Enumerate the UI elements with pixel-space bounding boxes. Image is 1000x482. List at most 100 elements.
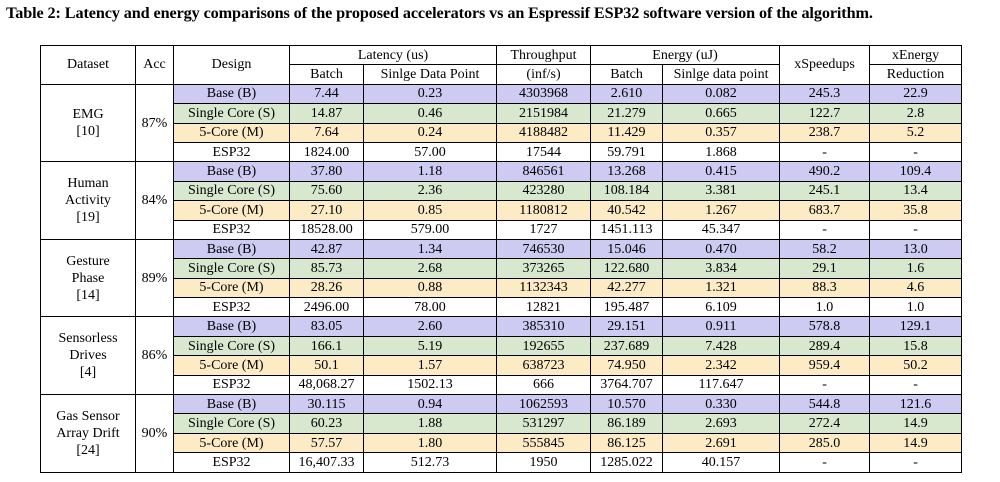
value-cell-energy-red: 15.8 <box>869 335 963 357</box>
value-cell-throughput: 385310 <box>496 316 592 337</box>
value-cell-en-single: 0.330 <box>662 394 781 415</box>
dataset-name-line: [24] <box>76 442 100 458</box>
value-cell-lat-single: 0.85 <box>362 200 498 221</box>
table-row: Single Core (S) 75.60 2.36 423280 108.184 3.3… <box>41 180 963 202</box>
accuracy-cell: 86% <box>135 316 174 396</box>
value-cell-lat-batch: 85.73 <box>289 258 364 279</box>
value-cell-lat-single: 5.19 <box>362 335 498 357</box>
value-cell-lat-batch: 2496.00 <box>289 297 364 318</box>
table-row: ESP32 2496.00 78.00 12821 195.487 6.109 1.0 1.0 <box>41 297 963 318</box>
value-cell-lat-single: 0.23 <box>362 83 498 105</box>
value-cell-throughput: 12821 <box>496 297 592 318</box>
value-cell-throughput: 846561 <box>496 161 592 182</box>
header-latency: Latency (us) <box>288 44 498 66</box>
value-cell-en-batch: 1451.113 <box>590 219 664 240</box>
dataset-name-line: Sensorless <box>58 331 118 347</box>
header-xenergy-reduction: Reduction <box>869 64 963 85</box>
value-cell-en-batch: 42.277 <box>590 277 664 299</box>
dataset-name-line: Gas Sensor <box>56 408 120 424</box>
value-cell-speedup: - <box>779 374 871 396</box>
value-cell-energy-red: 5.2 <box>869 122 963 143</box>
table-row: ESP32 1824.00 57.00 17544 59.791 1.868- - <box>41 141 963 163</box>
value-cell-en-batch: 10.570 <box>590 394 664 415</box>
value-cell-lat-batch: 48,068.27 <box>289 374 364 396</box>
design-cell: 5-Core (M) <box>173 200 290 221</box>
value-cell-energy-red: 1.6 <box>869 258 963 279</box>
value-cell-en-single: 6.109 <box>662 297 781 318</box>
value-cell-throughput: 423280 <box>496 180 592 202</box>
value-cell-speedup: 88.3 <box>779 277 871 299</box>
value-cell-speedup: 1.0 <box>779 297 871 318</box>
value-cell-lat-batch: 28.26 <box>289 277 364 299</box>
value-cell-throughput: 373265 <box>496 258 592 279</box>
value-cell-throughput: 666 <box>496 374 592 396</box>
value-cell-en-batch: 74.950 <box>590 355 664 376</box>
value-cell-en-batch: 86.189 <box>590 413 664 434</box>
value-cell-throughput: 1132343 <box>496 277 592 299</box>
value-cell-lat-single: 1.88 <box>362 413 498 434</box>
value-cell-energy-red: 14.9 <box>869 432 963 454</box>
dataset-name-line: Phase <box>71 270 105 286</box>
value-cell-speedup: 683.7 <box>779 200 871 221</box>
value-cell-en-single: 3.834 <box>662 258 781 279</box>
value-cell-energy-red: 14.9 <box>869 413 963 434</box>
value-cell-en-single: 1.321 <box>662 277 781 299</box>
dataset-name-line: [19] <box>76 210 100 226</box>
value-cell-lat-batch: 60.23 <box>289 413 364 434</box>
table-row: ESP32 48,068.27 1502.13 666 3764.707 117.647-… <box>41 374 963 396</box>
header-xenergy: xEnergy <box>869 44 963 66</box>
value-cell-lat-single: 1.34 <box>362 238 498 260</box>
value-cell-en-single: 0.665 <box>662 103 781 124</box>
value-cell-lat-batch: 7.44 <box>289 83 364 105</box>
table-row: Human Activity [19] 84% Base (B) 37.80 1.18 846… <box>40 161 963 240</box>
value-cell-energy-red: - <box>869 374 963 396</box>
value-cell-en-batch: 122.680 <box>590 258 664 279</box>
value-cell-lat-batch: 14.87 <box>289 103 364 124</box>
design-cell: Base (B) <box>173 316 290 337</box>
value-cell-throughput: 1727 <box>496 219 592 240</box>
value-cell-en-batch: 29.151 <box>590 316 664 337</box>
value-cell-lat-batch: 57.57 <box>289 432 364 454</box>
accuracy-cell: 90% <box>135 394 174 473</box>
header-latency-single: Sinlge Data Point <box>362 64 498 85</box>
value-cell-energy-red: - <box>869 452 963 473</box>
value-cell-lat-batch: 27.10 <box>289 200 364 221</box>
table-row: 5-Core (M) 57.57 1.80 555845 86.125 2.691 285.… <box>41 432 963 454</box>
design-cell: ESP32 <box>173 141 290 163</box>
dataset-name-line: Gesture <box>66 253 110 269</box>
value-cell-lat-single: 0.94 <box>362 394 498 415</box>
header-energy-single: Sinlge data point <box>662 64 781 85</box>
value-cell-en-batch: 3764.707 <box>590 374 664 396</box>
table-row: Single Core (S) 60.23 1.88 531297 86.189 2.69… <box>41 413 963 434</box>
value-cell-speedup: 578.8 <box>779 316 871 337</box>
value-cell-energy-red: 4.6 <box>869 277 963 299</box>
design-cell: Base (B) <box>173 83 290 105</box>
value-cell-energy-red: 50.2 <box>869 355 963 376</box>
value-cell-en-batch: 15.046 <box>590 238 664 260</box>
value-cell-lat-batch: 7.64 <box>289 122 364 143</box>
value-cell-en-single: 2.342 <box>662 355 781 376</box>
table-row: ESP32 18528.00 579.00 1727 1451.113 45.347- - <box>41 219 963 240</box>
table-row: 5-Core (M) 50.1 1.57 638723 74.950 2.342 959.4… <box>41 355 963 376</box>
dataset-name: EMG [10] <box>40 83 136 163</box>
value-cell-en-single: 40.157 <box>662 452 781 473</box>
value-cell-speedup: - <box>779 219 871 240</box>
value-cell-en-single: 2.693 <box>662 413 781 434</box>
value-cell-throughput: 1180812 <box>496 200 592 221</box>
dataset-name-line: Array Drift <box>56 425 120 441</box>
value-cell-en-batch: 237.689 <box>590 335 664 357</box>
value-cell-speedup: 285.0 <box>779 432 871 454</box>
value-cell-speedup: 58.2 <box>779 238 871 260</box>
value-cell-energy-red: 109.4 <box>869 161 963 182</box>
header-acc: Acc <box>135 45 174 85</box>
table-row: Single Core (S) 166.1 5.19 192655 237.689 7.4… <box>41 335 963 357</box>
value-cell-throughput: 4303968 <box>496 83 592 105</box>
design-cell: Single Core (S) <box>173 103 290 124</box>
design-cell: Single Core (S) <box>173 413 290 434</box>
header-latency-batch: Batch <box>289 64 364 85</box>
value-cell-lat-single: 512.73 <box>362 452 498 473</box>
table-row: 5-Core (M) 7.64 0.24 4188482 11.429 0.357 238.… <box>41 122 963 143</box>
value-cell-en-batch: 195.487 <box>590 297 664 318</box>
value-cell-speedup: - <box>779 141 871 163</box>
value-cell-lat-batch: 50.1 <box>289 355 364 376</box>
